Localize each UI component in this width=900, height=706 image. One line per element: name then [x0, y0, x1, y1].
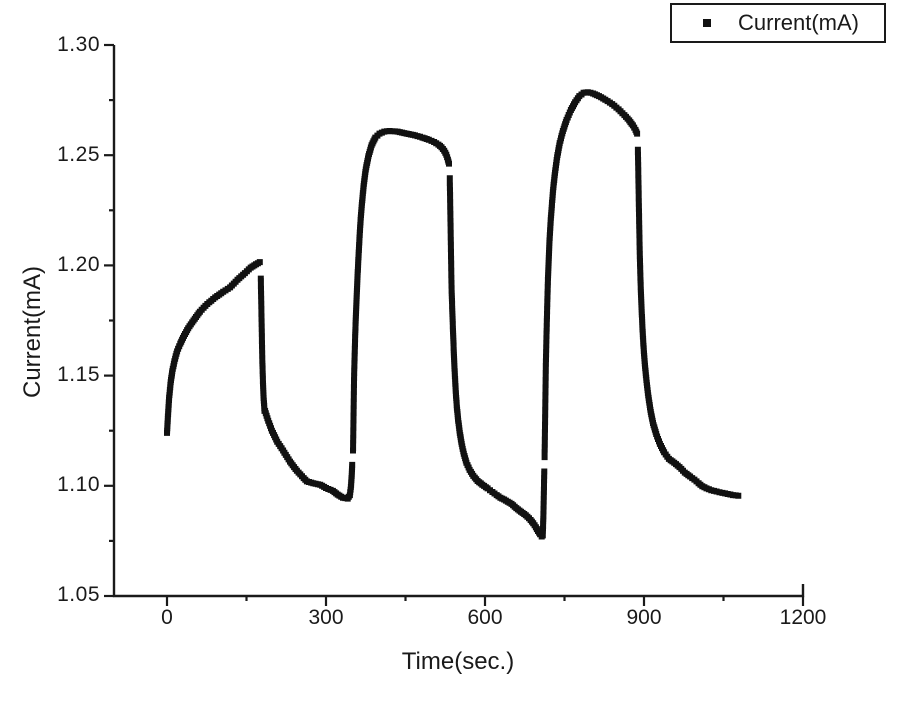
y-tick-label: 1.30 — [57, 33, 100, 56]
y-tick-label: 1.15 — [57, 363, 100, 386]
series-current-markers — [164, 89, 742, 540]
y-tick-label: 1.25 — [57, 143, 100, 166]
x-tick-label: 1200 — [779, 606, 827, 629]
legend-square-marker-icon — [703, 19, 711, 27]
y-tick-label: 1.10 — [57, 473, 100, 496]
x-axis-title: Time(sec.) — [401, 648, 515, 675]
x-tick-label: 0 — [161, 606, 173, 629]
legend: Current(mA) — [670, 3, 886, 43]
x-tick-label: 900 — [626, 606, 662, 629]
y-tick-label: 1.05 — [57, 583, 100, 606]
legend-label: Current(mA) — [738, 10, 860, 35]
x-tick-label: 600 — [467, 606, 503, 629]
axis-spines — [112, 45, 805, 598]
x-tick-label: 300 — [308, 606, 344, 629]
y-tick-label: 1.20 — [57, 253, 100, 276]
axis-ticks — [104, 43, 805, 606]
y-axis-title: Current(mA) — [19, 266, 46, 399]
